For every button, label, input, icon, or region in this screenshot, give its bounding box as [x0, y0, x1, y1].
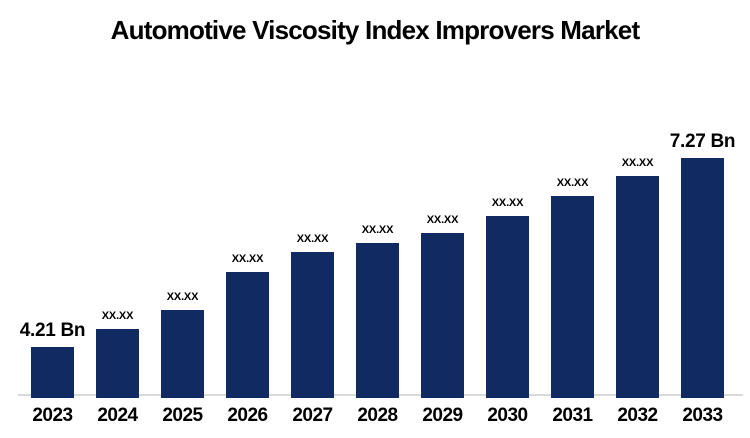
bar-2026 [226, 272, 269, 398]
bar-group-2033: 7.27 Bn [669, 128, 736, 398]
bar-value-label: XX.XX [166, 291, 199, 303]
bar-2032 [616, 176, 659, 398]
bar-2030 [486, 216, 529, 398]
bar-group-2029: XX.XX [410, 128, 475, 398]
x-axis-label: 2030 [487, 405, 528, 426]
bar-2023 [31, 347, 74, 398]
bar-chart: 4.21 Bn XX.XX XX.XX XX.XX XX.XX XX.XX XX.XX XX.… [18, 128, 743, 427]
bar-group-2025: XX.XX [150, 128, 215, 398]
x-axis-label: 2028 [357, 405, 398, 426]
bar-value-label: XX.XX [231, 253, 264, 265]
bar-value-label: 4.21 Bn [19, 320, 86, 341]
x-axis-label: 2024 [97, 405, 138, 426]
bar-value-label: XX.XX [491, 197, 524, 209]
bar-2031 [551, 196, 594, 398]
bar-value-label: XX.XX [101, 310, 134, 322]
bar-group-2030: XX.XX [475, 128, 540, 398]
plot-area: 4.21 Bn XX.XX XX.XX XX.XX XX.XX XX.XX XX.XX XX.… [18, 128, 743, 398]
x-axis-label: 2023 [32, 405, 73, 426]
bar-2033 [681, 158, 724, 398]
x-axis-label: 2031 [552, 405, 593, 426]
bar-group-2032: XX.XX [605, 128, 670, 398]
x-axis-label: 2026 [227, 405, 268, 426]
x-axis-labels: 2023 2024 2025 2026 2027 2028 2029 2030 2031 2032… [20, 405, 735, 427]
bar-2025 [161, 310, 204, 398]
bar-group-2031: XX.XX [540, 128, 605, 398]
bar-2029 [421, 233, 464, 398]
bar-value-label: XX.XX [621, 157, 654, 169]
bar-group-2023: 4.21 Bn [19, 128, 86, 398]
x-axis-label: 2032 [617, 405, 658, 426]
bar-value-label: XX.XX [361, 224, 394, 236]
bar-value-label: XX.XX [556, 177, 589, 189]
bar-value-label: XX.XX [296, 233, 329, 245]
bar-value-label: XX.XX [426, 214, 459, 226]
bar-group-2028: XX.XX [345, 128, 410, 398]
chart-title: Automotive Viscosity Index Improvers Mar… [110, 15, 640, 45]
x-axis-label: 2033 [682, 405, 723, 426]
x-axis-label: 2025 [162, 405, 203, 426]
bar-group-2027: XX.XX [280, 128, 345, 398]
bar-group-2024: XX.XX [85, 128, 150, 398]
bar-group-2026: XX.XX [215, 128, 280, 398]
bar-2028 [356, 243, 399, 398]
bar-2024 [96, 329, 139, 398]
x-axis-label: 2027 [292, 405, 333, 426]
bar-value-label: 7.27 Bn [669, 131, 736, 152]
bar-2027 [291, 252, 334, 398]
x-axis-label: 2029 [422, 405, 463, 426]
